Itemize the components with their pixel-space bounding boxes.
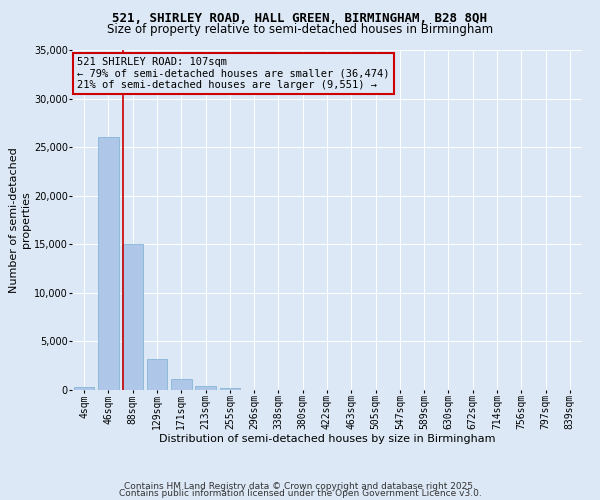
Bar — [122, 244, 143, 390]
Bar — [146, 359, 167, 390]
Text: 521 SHIRLEY ROAD: 107sqm
← 79% of semi-detached houses are smaller (36,474)
21% : 521 SHIRLEY ROAD: 107sqm ← 79% of semi-d… — [77, 57, 389, 90]
X-axis label: Distribution of semi-detached houses by size in Birmingham: Distribution of semi-detached houses by … — [159, 434, 495, 444]
Text: 521, SHIRLEY ROAD, HALL GREEN, BIRMINGHAM, B28 8QH: 521, SHIRLEY ROAD, HALL GREEN, BIRMINGHA… — [113, 12, 487, 26]
Text: Contains public information licensed under the Open Government Licence v3.0.: Contains public information licensed und… — [119, 489, 481, 498]
Y-axis label: Number of semi-detached
properties: Number of semi-detached properties — [10, 147, 31, 293]
Text: Size of property relative to semi-detached houses in Birmingham: Size of property relative to semi-detach… — [107, 22, 493, 36]
Bar — [195, 386, 216, 390]
Bar — [74, 387, 94, 390]
Text: Contains HM Land Registry data © Crown copyright and database right 2025.: Contains HM Land Registry data © Crown c… — [124, 482, 476, 491]
Bar — [220, 388, 240, 390]
Bar — [98, 138, 119, 390]
Bar — [171, 380, 191, 390]
